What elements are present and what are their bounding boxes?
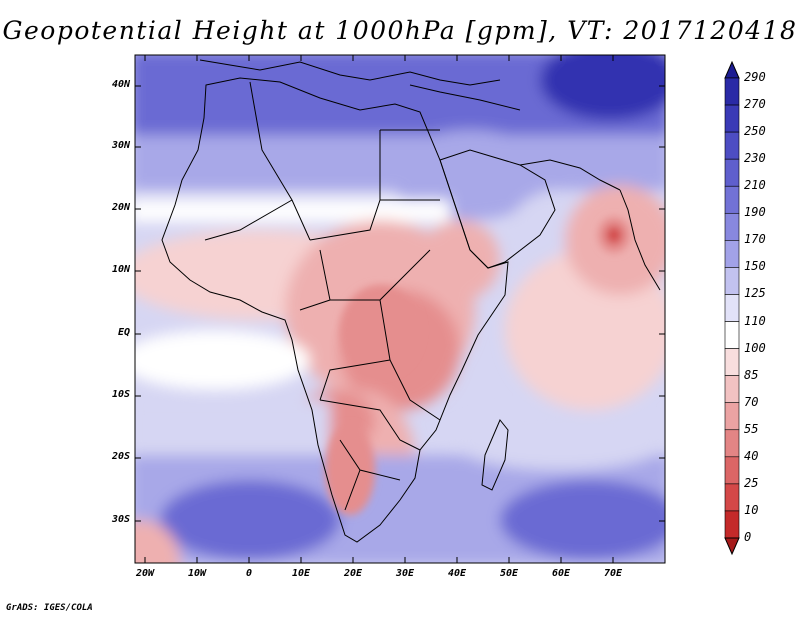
colorbar-segment [724, 375, 740, 404]
colorbar [724, 60, 740, 556]
colorbar-segment [724, 104, 740, 133]
colorbar-label: 10 [744, 502, 759, 517]
colorbar-segment [724, 185, 740, 214]
chart-title: Geopotential Height at 1000hPa [gpm], VT… [2, 16, 798, 45]
lon-label: 10W [188, 568, 207, 579]
colorbar-segment [724, 212, 740, 241]
coastlines [161, 59, 661, 543]
lon-label: 40E [448, 568, 467, 579]
colorbar-label: 55 [744, 421, 759, 436]
lat-label: 10N [111, 264, 130, 275]
lon-label: 20E [344, 568, 363, 579]
iran-coast [519, 159, 621, 191]
credit-label: GrADS: IGES/COLA [6, 603, 93, 613]
colorbar-label: 40 [744, 448, 759, 463]
colorbar-segment [724, 267, 740, 295]
colorbar-label: 85 [744, 367, 759, 382]
lat-label: 10S [111, 389, 130, 400]
lat-label: 40N [111, 79, 130, 90]
colorbar-segment [724, 483, 740, 512]
colorbar-segment [724, 429, 740, 458]
colorbar-bottom-arrow [724, 537, 740, 556]
colorbar-label: 170 [744, 232, 766, 247]
europe-coast [199, 59, 501, 86]
colorbar-segment [724, 131, 740, 160]
lon-label: 50E [500, 568, 519, 579]
colorbar-segment [724, 77, 740, 106]
lon-label: 20W [136, 568, 155, 579]
colorbar-label: 290 [744, 70, 766, 84]
colorbar-label: 270 [744, 97, 766, 112]
lat-label: 30N [111, 140, 130, 151]
colorbar-label: 125 [744, 286, 766, 301]
lat-label: 20S [111, 451, 130, 462]
colorbar-segment [724, 510, 740, 539]
africa-coast [161, 77, 509, 543]
colorbar-label: 210 [744, 178, 766, 193]
colorbar-segment [724, 321, 740, 349]
colorbar-segment [724, 240, 740, 268]
india-coast [619, 189, 661, 291]
colorbar-label: 110 [744, 313, 766, 328]
lat-label: 20N [111, 202, 130, 213]
border-lines [204, 81, 441, 511]
height-field [135, 55, 665, 563]
lon-label: 10E [292, 568, 311, 579]
colorbar-top-arrow [724, 60, 740, 79]
madagascar [481, 419, 509, 491]
colorbar-segment [724, 402, 740, 431]
colorbar-label: 250 [744, 124, 766, 139]
lat-label: EQ [117, 327, 130, 338]
lon-label: 30E [396, 568, 415, 579]
colorbar-label: 150 [744, 259, 766, 274]
colorbar-label: 230 [744, 151, 766, 166]
lon-label: 60E [552, 568, 571, 579]
lon-label: 0 [246, 568, 253, 579]
turkey-coast [409, 84, 521, 111]
colorbar-segment [724, 158, 740, 187]
lat-label: 30S [111, 514, 130, 525]
lon-label: 70E [604, 568, 623, 579]
arabia-coast [439, 149, 556, 269]
colorbar-label: 0 [744, 530, 752, 544]
colorbar-segment [724, 456, 740, 485]
plot-frame [134, 54, 666, 564]
colorbar-segment [724, 294, 740, 322]
colorbar-segment [724, 348, 740, 376]
axis-ticks [135, 55, 665, 563]
colorbar-label: 190 [744, 205, 766, 220]
colorbar-label: 100 [744, 340, 766, 355]
colorbar-label: 70 [744, 394, 759, 409]
colorbar-label: 25 [744, 475, 759, 490]
